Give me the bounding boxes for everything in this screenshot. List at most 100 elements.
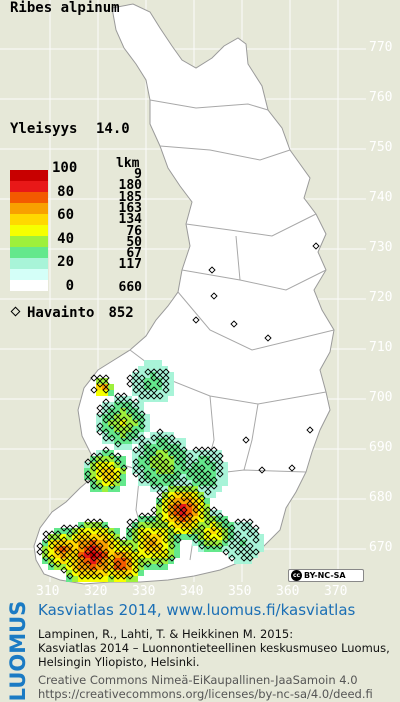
species-title: Ribes alpinum <box>10 0 120 16</box>
observation-marker <box>114 458 122 466</box>
observation-marker <box>240 554 248 562</box>
occurrence-cell <box>84 522 90 528</box>
occurrence-cell <box>162 516 168 522</box>
occurrence-cell <box>186 462 192 468</box>
occurrence-cell <box>168 546 174 552</box>
occurrence-cell <box>138 372 144 378</box>
occurrence-cell <box>150 438 156 444</box>
occurrence-cell <box>162 564 168 570</box>
occurrence-cell <box>144 456 150 462</box>
occurrence-cell <box>156 486 162 492</box>
occurrence-cell <box>162 384 168 390</box>
occurrence-cell <box>102 486 108 492</box>
occurrence-cell <box>204 486 210 492</box>
observation-marker <box>174 458 182 466</box>
license-url[interactable]: https://creativecommons.org/licenses/by-… <box>38 687 373 701</box>
occurrence-cell <box>246 558 252 564</box>
observation-marker <box>198 482 206 490</box>
occurrence-cell <box>150 372 156 378</box>
occurrence-cell <box>108 420 114 426</box>
occurrence-cell <box>174 492 180 498</box>
observation-marker <box>90 554 98 562</box>
legend-label: 20 <box>57 254 74 271</box>
occurrence-cell <box>162 366 168 372</box>
observation-marker <box>36 548 44 556</box>
occurrence-cell <box>156 480 162 486</box>
occurrence-cell <box>48 564 54 570</box>
observation-marker <box>120 572 128 580</box>
occurrence-cell <box>102 414 108 420</box>
occurrence-cell <box>156 474 162 480</box>
y-tick-label: 740 <box>369 190 393 205</box>
observation-marker <box>228 542 236 550</box>
occurrence-cell <box>96 546 102 552</box>
observation-marker <box>120 464 128 472</box>
occurrence-cell <box>138 378 144 384</box>
occurrence-cell <box>198 540 204 546</box>
occurrence-cell <box>198 450 204 456</box>
occurrence-cell <box>216 528 222 534</box>
observation-marker <box>230 320 238 328</box>
occurrence-cell <box>132 372 138 378</box>
occurrence-cell <box>126 396 132 402</box>
occurrence-cell <box>66 552 72 558</box>
kasviatlas-link[interactable]: Kasviatlas 2014, www.luomus.fi/kasviatla… <box>38 601 356 619</box>
occurrence-cell <box>186 468 192 474</box>
occurrence-cell <box>90 564 96 570</box>
occurrence-cell <box>66 528 72 534</box>
occurrence-cell <box>210 534 216 540</box>
occurrence-cell <box>84 558 90 564</box>
observation-marker <box>102 446 110 454</box>
occurrence-cell <box>138 540 144 546</box>
occurrence-cell <box>204 456 210 462</box>
occurrence-cell <box>192 498 198 504</box>
observation-marker <box>132 434 140 442</box>
observation-marker <box>180 524 188 532</box>
observation-marker <box>138 392 146 400</box>
occurrence-cell <box>132 540 138 546</box>
occurrence-cell <box>210 456 216 462</box>
occurrence-cell <box>102 576 108 582</box>
occurrence-cell <box>90 456 96 462</box>
occurrence-cell <box>162 462 168 468</box>
legend-swatch <box>10 214 48 225</box>
y-tick-label: 750 <box>369 140 393 155</box>
license-badge: cc BY-NC-SA <box>288 569 364 582</box>
legend-count: 180 <box>118 178 142 194</box>
occurrence-cell <box>222 468 228 474</box>
occurrence-cell <box>150 396 156 402</box>
observation-marker <box>162 536 170 544</box>
occurrence-cell <box>102 462 108 468</box>
occurrence-cell <box>198 498 204 504</box>
occurrence-cell <box>186 498 192 504</box>
observation-marker <box>162 446 170 454</box>
occurrence-cell <box>90 522 96 528</box>
observation-marker <box>242 436 250 444</box>
occurrence-cell <box>132 534 138 540</box>
occurrence-cell <box>234 546 240 552</box>
occurrence-cell <box>228 546 234 552</box>
occurrence-cell <box>126 570 132 576</box>
observation-marker <box>90 386 98 394</box>
occurrence-cell <box>168 384 174 390</box>
occurrence-cell <box>114 564 120 570</box>
occurrence-cell <box>126 564 132 570</box>
occurrence-cell <box>162 528 168 534</box>
occurrence-cell <box>180 462 186 468</box>
occurrence-cell <box>144 390 150 396</box>
observation-marker <box>138 512 146 520</box>
occurrence-cell <box>72 540 78 546</box>
observation-marker <box>180 494 188 502</box>
occurrence-cell <box>108 474 114 480</box>
occurrence-cell <box>210 474 216 480</box>
occurrence-cell <box>60 552 66 558</box>
occurrence-cell <box>150 432 156 438</box>
observation-marker <box>108 572 116 580</box>
occurrence-cell <box>96 558 102 564</box>
occurrence-cell <box>174 504 180 510</box>
observation-marker <box>198 542 206 550</box>
occurrence-cell <box>180 444 186 450</box>
observation-marker <box>210 482 218 490</box>
occurrence-cell <box>42 546 48 552</box>
occurrence-cell <box>102 552 108 558</box>
